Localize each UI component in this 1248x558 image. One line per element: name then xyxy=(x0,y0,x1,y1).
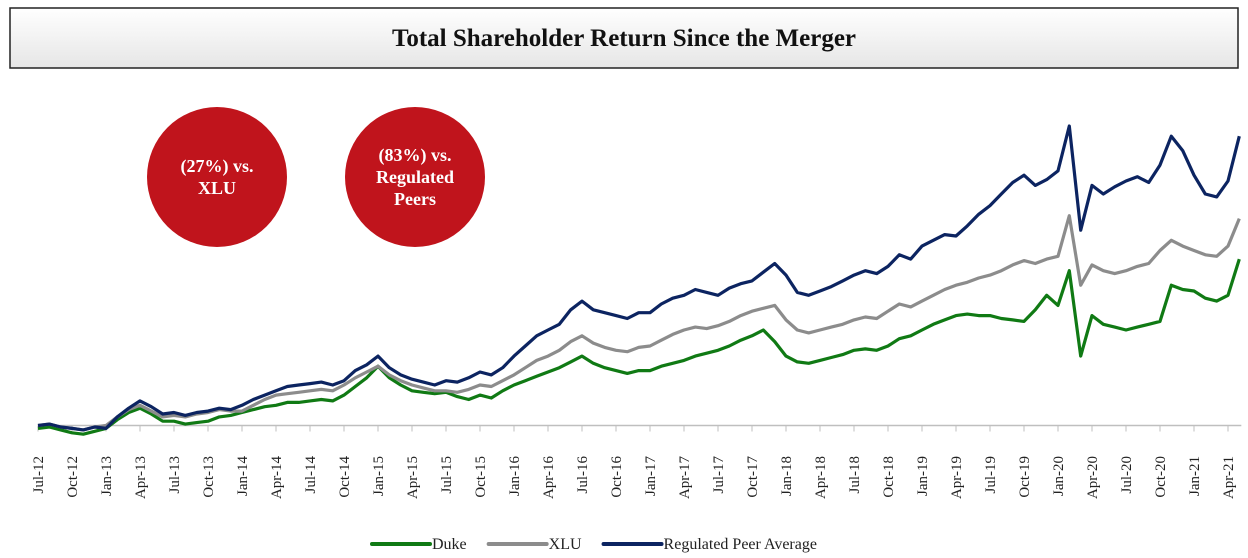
x-tick-label: Oct-18 xyxy=(881,456,897,498)
x-tick-label: Jan-16 xyxy=(507,456,523,496)
x-tick-label: Jul-17 xyxy=(711,456,727,494)
x-tick-label: Oct-16 xyxy=(609,456,625,498)
annotation-text: Peers xyxy=(394,189,436,209)
annotation-text: (83%) vs. xyxy=(379,145,452,166)
x-tick-label: Jul-16 xyxy=(575,456,591,494)
annotation-bubble xyxy=(345,107,485,247)
x-tick-label: Jan-15 xyxy=(371,456,387,496)
x-tick-label: Jan-21 xyxy=(1187,456,1203,496)
x-tick-label: Jul-19 xyxy=(983,456,999,494)
x-tick-label: Jan-14 xyxy=(235,456,251,496)
x-tick-label: Oct-20 xyxy=(1153,456,1169,498)
x-tick-label: Jul-14 xyxy=(303,456,319,494)
annotation-text: (27%) vs. xyxy=(181,156,254,177)
x-tick-label: Jul-13 xyxy=(167,456,183,494)
annotation-text: Regulated xyxy=(376,167,454,187)
x-tick-label: Jan-20 xyxy=(1051,456,1067,496)
x-tick-label: Apr-13 xyxy=(133,456,149,499)
x-tick-label: Jul-20 xyxy=(1119,456,1135,494)
legend-label: Duke xyxy=(432,536,467,553)
x-tick-label: Apr-16 xyxy=(541,456,557,500)
series-line xyxy=(37,124,1241,432)
x-tick-label: Oct-19 xyxy=(1017,456,1033,498)
x-tick-label: Jan-17 xyxy=(643,456,659,496)
x-tick-label: Oct-14 xyxy=(337,456,353,498)
legend-label: XLU xyxy=(549,536,582,553)
x-tick-label: Apr-14 xyxy=(269,456,285,500)
annotation-bubble xyxy=(147,107,287,247)
x-tick-label: Apr-20 xyxy=(1085,456,1101,499)
x-tick-label: Apr-19 xyxy=(949,456,965,499)
x-tick-label: Jul-12 xyxy=(31,456,47,494)
series-line xyxy=(37,258,1241,436)
x-tick-label: Oct-15 xyxy=(473,456,489,498)
x-tick-label: Oct-17 xyxy=(745,456,761,498)
x-tick-label: Jan-18 xyxy=(779,456,795,496)
x-tick-label: Jul-18 xyxy=(847,456,863,494)
x-tick-label: Apr-21 xyxy=(1221,456,1237,499)
x-tick-label: Jul-15 xyxy=(439,456,455,494)
annotation-text: XLU xyxy=(198,178,236,198)
x-tick-label: Oct-12 xyxy=(65,456,81,498)
x-tick-label: Jan-13 xyxy=(99,456,115,496)
x-tick-label: Apr-15 xyxy=(405,456,421,499)
x-tick-label: Apr-17 xyxy=(677,456,693,500)
series-line xyxy=(37,214,1241,432)
x-tick-label: Jan-19 xyxy=(915,456,931,496)
x-tick-label: Oct-13 xyxy=(201,456,217,498)
legend-label: Regulated Peer Average xyxy=(664,536,817,553)
title-box xyxy=(9,7,1239,69)
x-tick-label: Apr-18 xyxy=(813,456,829,499)
chart-title: Total Shareholder Return Since the Merge… xyxy=(392,25,856,52)
